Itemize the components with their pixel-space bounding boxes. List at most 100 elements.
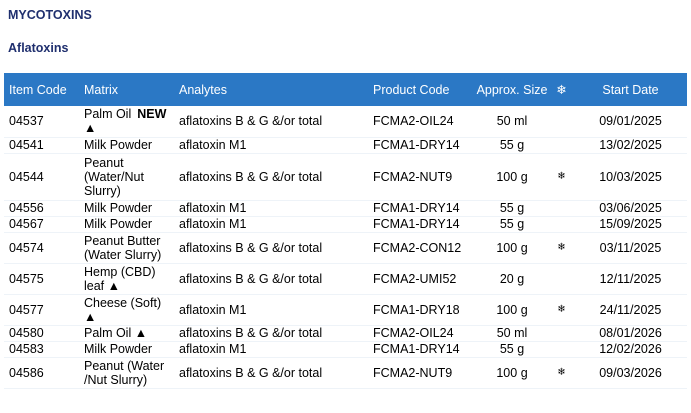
triangle-icon: ▲ [84,121,97,136]
size-cell: 55 g [475,216,549,233]
product-code-cell: FCMA1-DRY18 [368,294,475,326]
snowflake-icon: ❄ [549,294,574,326]
item-code-cell: 04580 [4,325,79,342]
table-row: 04586 Peanut (Water /Nut Slurry) aflatoxin… [4,357,687,389]
matrix-cell: Peanut Butter (Water Slurry) [79,232,174,264]
table-row: 04583 Milk Powder aflatoxin M1 FCMA1-DRY14 5… [4,341,687,358]
header-matrix: Matrix [79,73,174,106]
section-title: MYCOTOXINS [8,8,92,22]
size-cell: 55 g [475,341,549,358]
analytes-cell: aflatoxins B & G &/or total [174,232,368,264]
item-code-cell: 04586 [4,357,79,389]
start-date-cell: 09/01/2025 [574,106,687,138]
header-product-code: Product Code [368,73,475,106]
product-code-cell: FCMA2-NUT9 [368,153,475,201]
new-badge: NEW [137,107,167,122]
item-code-cell: 04537 [4,106,79,138]
analytes-cell: aflatoxins B & G &/or total [174,263,368,295]
header-approx-size: Approx. Size [475,73,549,106]
analytes-cell: aflatoxin M1 [174,341,368,358]
item-code-cell: 04567 [4,216,79,233]
snowflake-icon [549,263,574,295]
analytes-cell: aflatoxin M1 [174,294,368,326]
snowflake-icon [549,106,574,138]
start-date-cell: 10/03/2025 [574,153,687,201]
matrix-text: Peanut Butter (Water Slurry) [84,233,162,262]
product-code-cell: FCMA2-OIL24 [368,106,475,138]
size-cell: 55 g [475,137,549,154]
analytes-cell: aflatoxin M1 [174,137,368,154]
subsection-title: Aflatoxins [8,41,69,55]
snowflake-icon: ❄ [549,153,574,201]
snowflake-icon: ❄ [549,73,574,106]
table-row: 04577 Cheese (Soft) ▲ aflatoxin M1 FCMA1-DR… [4,294,687,326]
snowflake-icon [549,341,574,358]
item-code-cell: 04575 [4,263,79,295]
snowflake-icon: ❄ [549,357,574,389]
product-code-cell: FCMA1-DRY14 [368,200,475,217]
matrix-cell: Milk Powder [79,216,174,233]
product-code-cell: FCMA2-UMI52 [368,263,475,295]
table-body: 04537 Palm Oil NEW ▲ aflatoxins B & G &/or … [4,106,687,389]
snowflake-icon [549,200,574,217]
analytes-cell: aflatoxins B & G &/or total [174,325,368,342]
table-row: 04537 Palm Oil NEW ▲ aflatoxins B & G &/or … [4,106,687,138]
table-row: 04541 Milk Powder aflatoxin M1 FCMA1-DRY14 5… [4,137,687,154]
matrix-cell: Hemp (CBD) leaf ▲ [79,263,174,295]
start-date-cell: 08/01/2026 [574,325,687,342]
matrix-text: Hemp (CBD) leaf [84,264,156,293]
matrix-cell: Milk Powder [79,341,174,358]
matrix-text: Peanut (Water/Nut Slurry) [84,155,144,198]
product-code-cell: FCMA1-DRY14 [368,216,475,233]
snowflake-icon: ❄ [549,232,574,264]
matrix-text: Peanut (Water /Nut Slurry) [84,358,165,387]
item-code-cell: 04583 [4,341,79,358]
header-analytes: Analytes [174,73,368,106]
size-cell: 50 ml [475,106,549,138]
start-date-cell: 03/11/2025 [574,232,687,264]
matrix-text: Milk Powder [84,201,153,215]
item-code-cell: 04577 [4,294,79,326]
table-row: 04580 Palm Oil ▲ aflatoxins B & G &/or tot… [4,325,687,342]
matrix-cell: Palm Oil ▲ [79,325,174,342]
analytes-cell: aflatoxins B & G &/or total [174,106,368,138]
product-code-cell: FCMA2-NUT9 [368,357,475,389]
table-row: 04556 Milk Powder aflatoxin M1 FCMA1-DRY14 5… [4,200,687,217]
matrix-cell: Palm Oil NEW ▲ [79,106,174,138]
matrix-text: Palm Oil [84,326,132,340]
products-table: Item Code Matrix Analytes Product Code A… [4,73,687,389]
analytes-cell: aflatoxins B & G &/or total [174,153,368,201]
matrix-text: Milk Powder [84,342,153,356]
snowflake-icon [549,137,574,154]
matrix-cell: Peanut (Water /Nut Slurry) [79,357,174,389]
snowflake-icon [549,216,574,233]
size-cell: 50 ml [475,325,549,342]
matrix-cell: Milk Powder [79,137,174,154]
analytes-cell: aflatoxin M1 [174,200,368,217]
item-code-cell: 04541 [4,137,79,154]
matrix-cell: Peanut (Water/Nut Slurry) [79,153,174,201]
start-date-cell: 15/09/2025 [574,216,687,233]
start-date-cell: 03/06/2025 [574,200,687,217]
triangle-icon: ▲ [107,278,121,293]
item-code-cell: 04544 [4,153,79,201]
item-code-cell: 04574 [4,232,79,264]
table-header: Item Code Matrix Analytes Product Code A… [4,73,687,106]
matrix-cell: Milk Powder [79,200,174,217]
size-cell: 20 g [475,263,549,295]
triangle-icon: ▲ [134,326,148,340]
table-row: 04574 Peanut Butter (Water Slurry) aflatox… [4,232,687,264]
size-cell: 100 g [475,357,549,389]
table-row: 04575 Hemp (CBD) leaf ▲ aflatoxins B & G &… [4,263,687,295]
header-item-code: Item Code [4,73,79,106]
matrix-text: Milk Powder [84,217,153,231]
analytes-cell: aflatoxin M1 [174,216,368,233]
matrix-text: Palm Oil [84,107,132,122]
product-code-cell: FCMA1-DRY14 [368,137,475,154]
start-date-cell: 24/11/2025 [574,294,687,326]
start-date-cell: 12/02/2026 [574,341,687,358]
header-start-date: Start Date [574,73,687,106]
item-code-cell: 04556 [4,200,79,217]
size-cell: 55 g [475,200,549,217]
start-date-cell: 09/03/2026 [574,357,687,389]
